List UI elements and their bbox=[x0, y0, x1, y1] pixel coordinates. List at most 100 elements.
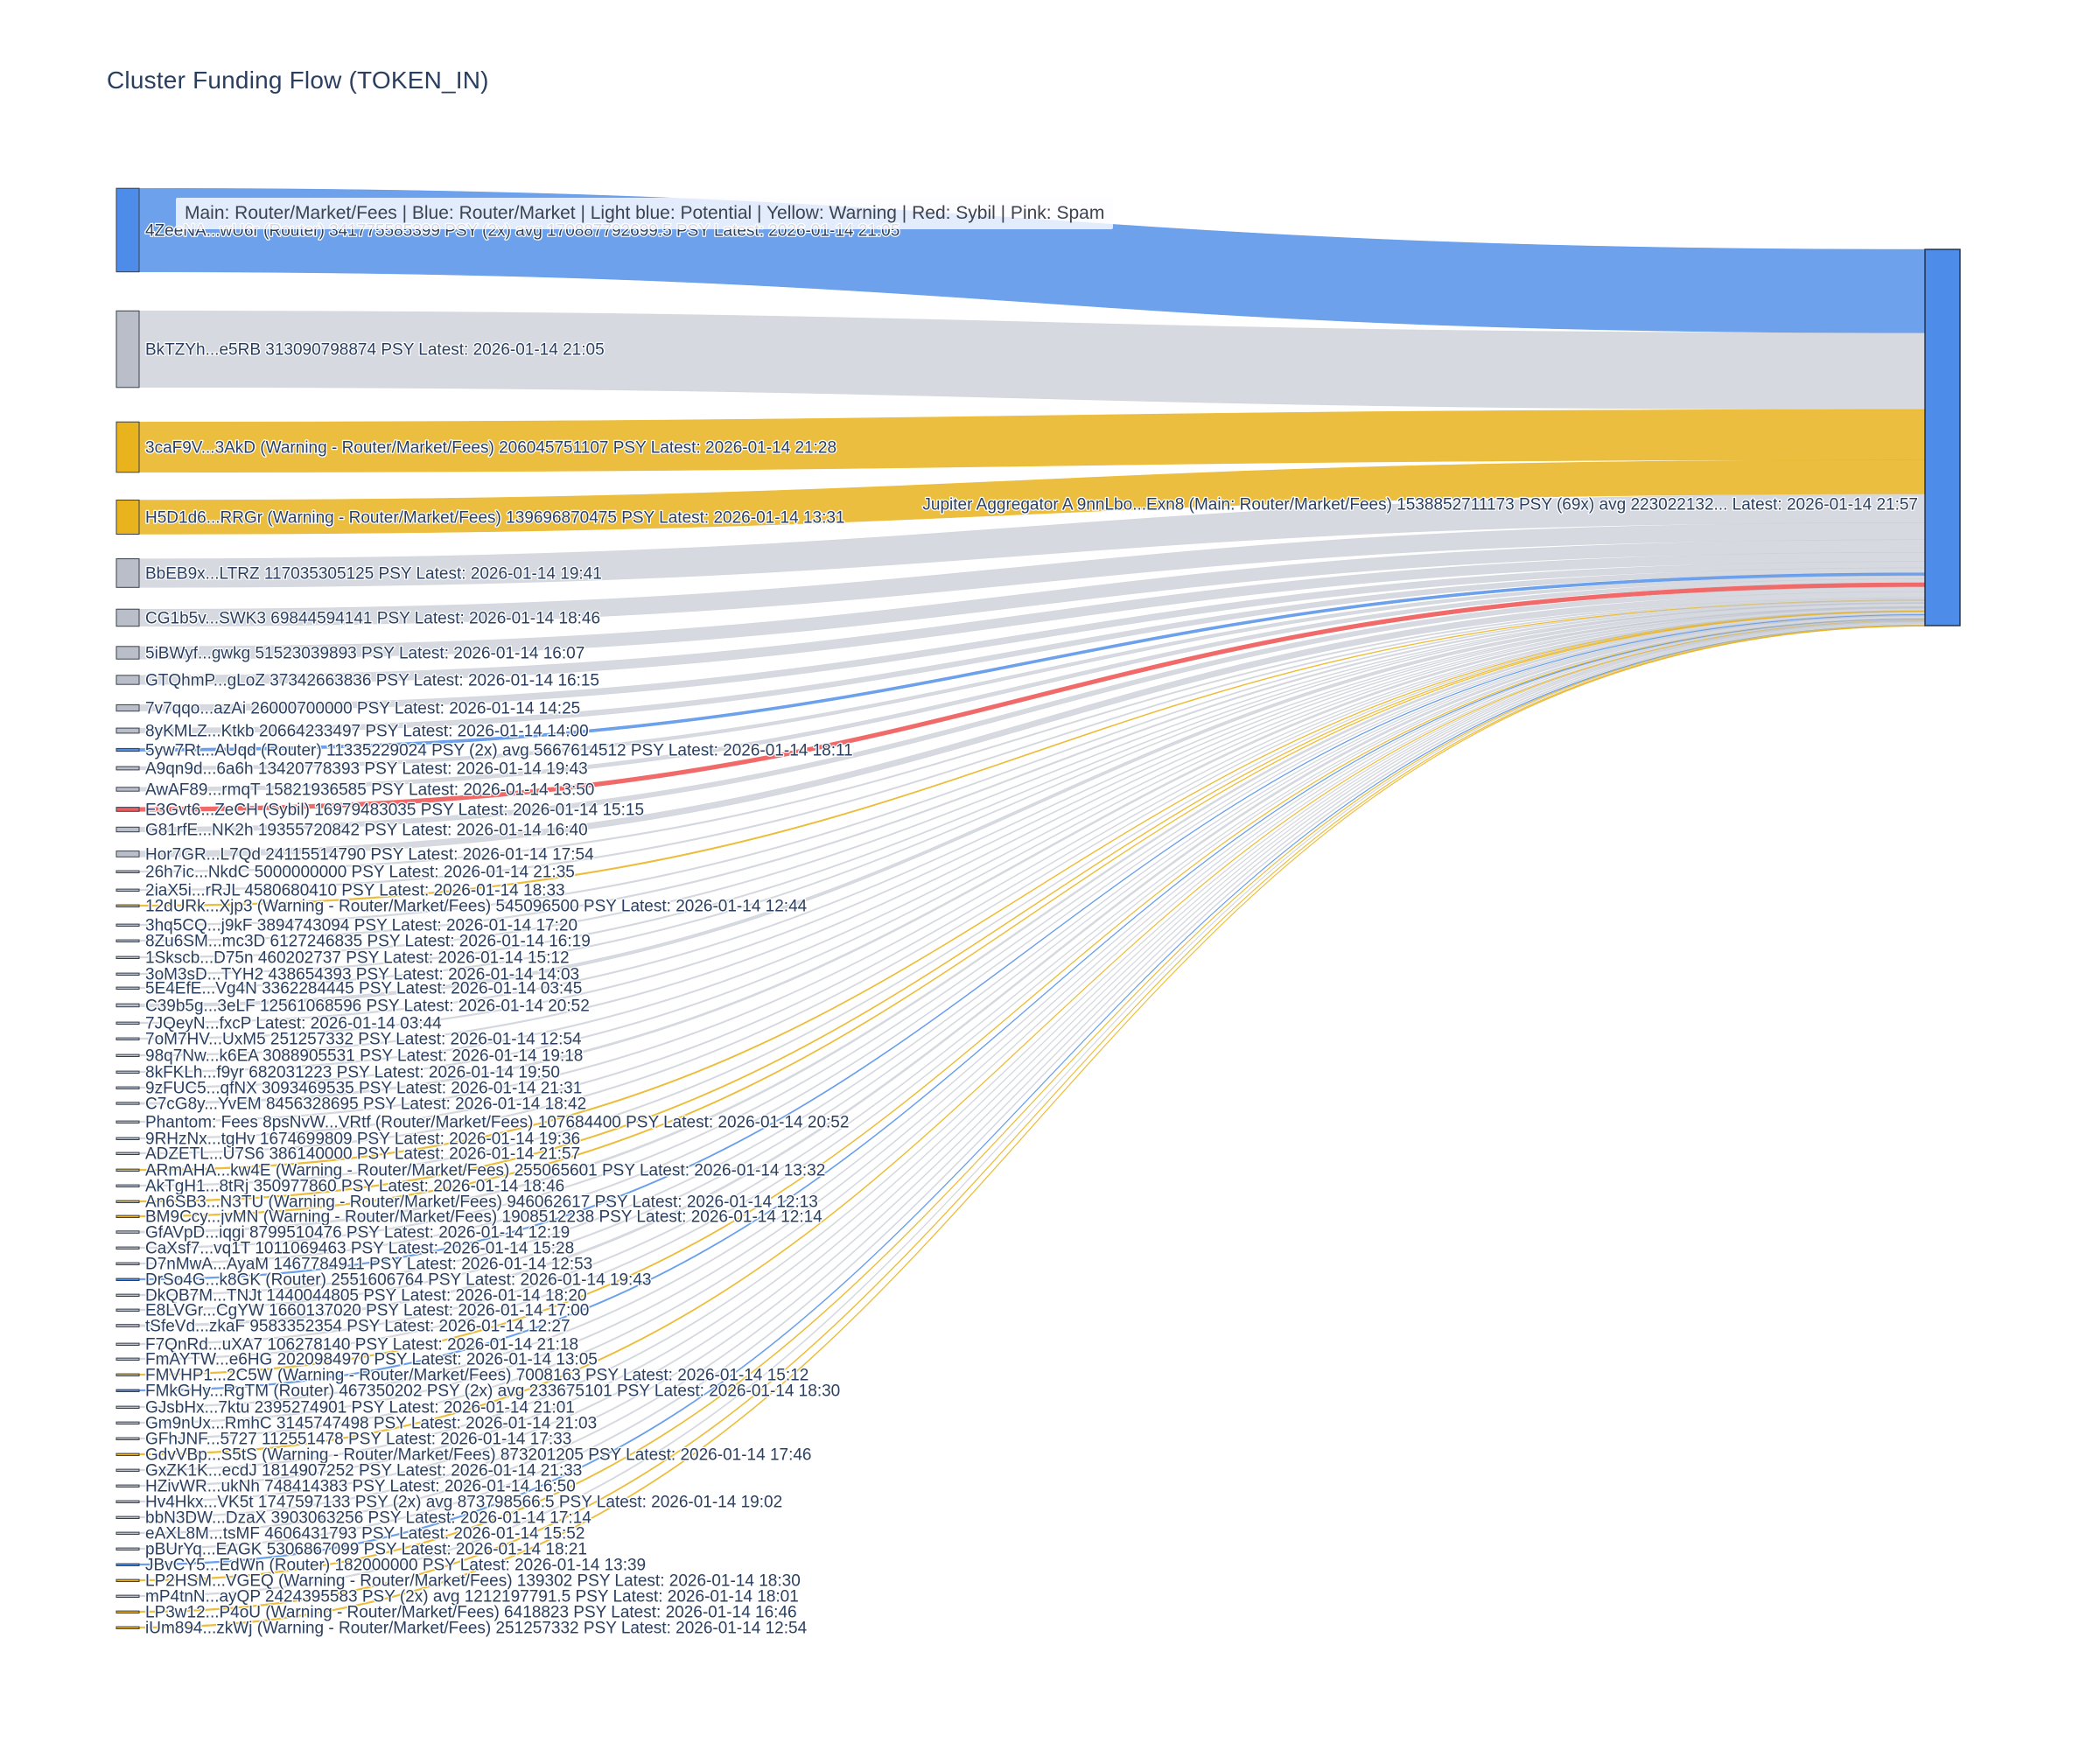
node-label: 7JQeyN...fxcP Latest: 2026-01-14 03:44 bbox=[145, 1015, 442, 1033]
sankey-node[interactable] bbox=[116, 1324, 140, 1327]
node-label: 12dURk...Xjp3 (Warning - Router/Market/F… bbox=[145, 898, 808, 916]
sankey-node[interactable] bbox=[116, 1293, 140, 1297]
sankey-node[interactable] bbox=[116, 1246, 140, 1250]
node-label: DkQB7M...TNJt 1440044805 PSY Latest: 202… bbox=[145, 1287, 587, 1306]
sankey-node[interactable] bbox=[116, 807, 140, 812]
color-legend: Main: Router/Market/Fees | Blue: Router/… bbox=[176, 198, 1114, 229]
sankey-node[interactable] bbox=[116, 923, 140, 927]
node-label: 5E4EfE...Vg4N 3362284445 PSY Latest: 202… bbox=[145, 980, 582, 998]
sankey-node[interactable] bbox=[116, 675, 140, 685]
node-label: 5yw7Rt...AUqd (Router) 11335229024 PSY (… bbox=[145, 742, 853, 760]
sankey-node[interactable] bbox=[116, 1373, 140, 1376]
sankey-node[interactable] bbox=[116, 1484, 140, 1488]
sankey-node[interactable] bbox=[116, 1563, 140, 1566]
sankey-node[interactable] bbox=[116, 1230, 140, 1234]
node-label: F7QnRd...uXA7 106278140 PSY Latest: 2026… bbox=[145, 1336, 578, 1354]
sankey-node[interactable] bbox=[116, 850, 140, 858]
sankey-node[interactable] bbox=[116, 646, 140, 660]
sankey-node[interactable] bbox=[116, 1037, 140, 1040]
sankey-labels: 4ZeeNA...wU6r (Router) 341775585399 PSY … bbox=[144, 220, 1920, 1639]
node-label: 3oM3sD...TYH2 438654393 PSY Latest: 2026… bbox=[145, 966, 579, 984]
node-label: 7oM7HV...UxM5 251257332 PSY Latest: 2026… bbox=[145, 1031, 582, 1049]
sankey-node[interactable] bbox=[116, 727, 140, 734]
sankey-node[interactable] bbox=[116, 1389, 140, 1392]
sankey-node[interactable] bbox=[116, 787, 140, 792]
sankey-node[interactable] bbox=[116, 187, 140, 273]
sankey-node[interactable] bbox=[116, 1120, 140, 1124]
sankey-node[interactable] bbox=[116, 558, 140, 588]
sankey-node[interactable] bbox=[116, 421, 140, 473]
sankey-node[interactable] bbox=[116, 826, 140, 833]
sankey-node[interactable] bbox=[116, 310, 140, 388]
sankey-node[interactable] bbox=[116, 1342, 140, 1346]
sankey-node[interactable] bbox=[116, 1086, 140, 1089]
sankey-node[interactable] bbox=[116, 904, 140, 907]
sankey-node[interactable] bbox=[116, 1626, 140, 1629]
node-label: eAXL8M...tsMF 4606431793 PSY Latest: 202… bbox=[145, 1525, 584, 1544]
sankey-node[interactable] bbox=[116, 1262, 140, 1265]
sankey-node[interactable] bbox=[116, 704, 140, 712]
node-label: GxZK1K...ecdJ 1814907252 PSY Latest: 202… bbox=[145, 1462, 582, 1480]
sankey-node[interactable] bbox=[116, 1547, 140, 1550]
sankey-node[interactable] bbox=[116, 1070, 140, 1074]
sankey-node[interactable] bbox=[116, 1054, 140, 1057]
sankey-node[interactable] bbox=[116, 747, 140, 752]
node-label: GdvVBp...S5tS (Warning - Router/Market/F… bbox=[145, 1446, 811, 1465]
sankey-node[interactable] bbox=[116, 1437, 140, 1440]
node-label: 8kFKLh...f9yr 682031223 PSY Latest: 2026… bbox=[145, 1064, 560, 1082]
sankey-links bbox=[138, 187, 1926, 1629]
sankey-node[interactable] bbox=[116, 1452, 140, 1456]
sankey-node[interactable] bbox=[116, 1500, 140, 1503]
chart-title: Cluster Funding Flow (TOKEN_IN) bbox=[107, 66, 489, 94]
node-label: LP3w12...P4oU (Warning - Router/Market/F… bbox=[145, 1604, 797, 1622]
sankey-link[interactable] bbox=[138, 625, 1926, 1629]
node-label: 9zFUC5...qfNX 3093469535 PSY Latest: 202… bbox=[145, 1080, 582, 1098]
node-label: GFhJNF...5727 112551478 PSY Latest: 2026… bbox=[145, 1431, 571, 1449]
sankey-node[interactable] bbox=[116, 1357, 140, 1361]
sankey-node[interactable] bbox=[116, 1137, 140, 1140]
sankey-node[interactable] bbox=[116, 1468, 140, 1472]
sankey-node[interactable] bbox=[116, 608, 140, 627]
sankey-node[interactable] bbox=[116, 1152, 140, 1155]
node-label: mP4tnN...ayQP 2424395583 PSY (2x) avg 12… bbox=[145, 1588, 799, 1606]
node-label: pBUrYq...EAGK 5306867099 PSY Latest: 202… bbox=[145, 1541, 587, 1559]
sankey-target-node[interactable] bbox=[1924, 248, 1961, 626]
sankey-node[interactable] bbox=[116, 1531, 140, 1535]
sankey-node[interactable] bbox=[116, 1578, 140, 1582]
sankey-node[interactable] bbox=[116, 1278, 140, 1281]
sankey-node[interactable] bbox=[116, 1021, 140, 1025]
sankey-node[interactable] bbox=[116, 888, 140, 892]
sankey-node[interactable] bbox=[116, 1200, 140, 1203]
node-label: An6SB3...N3TU (Warning - Router/Market/F… bbox=[145, 1194, 818, 1212]
sankey-node[interactable] bbox=[116, 766, 140, 771]
sankey-node[interactable] bbox=[116, 1102, 140, 1105]
node-label: E8LVGr...CgYW 1660137020 PSY Latest: 202… bbox=[145, 1302, 589, 1320]
node-label: Hor7GR...L7Qd 24115514790 PSY Latest: 20… bbox=[145, 846, 594, 864]
sankey-node[interactable] bbox=[116, 986, 140, 990]
sankey-node[interactable] bbox=[116, 1594, 140, 1598]
node-label: GTQhmP...gLoZ 37342663836 PSY Latest: 20… bbox=[145, 672, 599, 690]
sankey-node[interactable] bbox=[116, 1003, 140, 1008]
node-label: A9qn9d...6a6h 13420778393 PSY Latest: 20… bbox=[145, 760, 588, 779]
node-label: Gm9nUx...RmhC 3145747498 PSY Latest: 202… bbox=[145, 1415, 597, 1433]
sankey-node[interactable] bbox=[116, 500, 140, 535]
sankey-node[interactable] bbox=[116, 1308, 140, 1312]
node-label: 8yKMLZ...Ktkb 20664233497 PSY Latest: 20… bbox=[145, 723, 589, 741]
node-label: AwAF89...rmqT 15821936585 PSY Latest: 20… bbox=[145, 781, 594, 800]
sankey-node[interactable] bbox=[116, 1168, 140, 1172]
sankey-node[interactable] bbox=[116, 1610, 140, 1614]
node-label: 8Zu6SM...mc3D 6127246835 PSY Latest: 202… bbox=[145, 933, 591, 951]
sankey-node[interactable] bbox=[116, 1184, 140, 1187]
node-label: BbEB9x...LTRZ 117035305125 PSY Latest: 2… bbox=[145, 565, 602, 584]
sankey-node[interactable] bbox=[116, 870, 140, 873]
sankey-node[interactable] bbox=[116, 939, 140, 942]
node-label: BkTZYh...e5RB 313090798874 PSY Latest: 2… bbox=[145, 341, 605, 360]
sankey-node[interactable] bbox=[116, 1421, 140, 1424]
node-label: JBvCY5...EdWn (Router) 182000000 PSY Lat… bbox=[145, 1557, 646, 1575]
sankey-node[interactable] bbox=[116, 1405, 140, 1409]
sankey-node[interactable] bbox=[116, 972, 140, 976]
node-label: iUm894...zkWj (Warning - Router/Market/F… bbox=[145, 1620, 808, 1638]
sankey-node[interactable] bbox=[116, 1516, 140, 1519]
sankey-node[interactable] bbox=[116, 1214, 140, 1218]
sankey-node[interactable] bbox=[116, 956, 140, 959]
